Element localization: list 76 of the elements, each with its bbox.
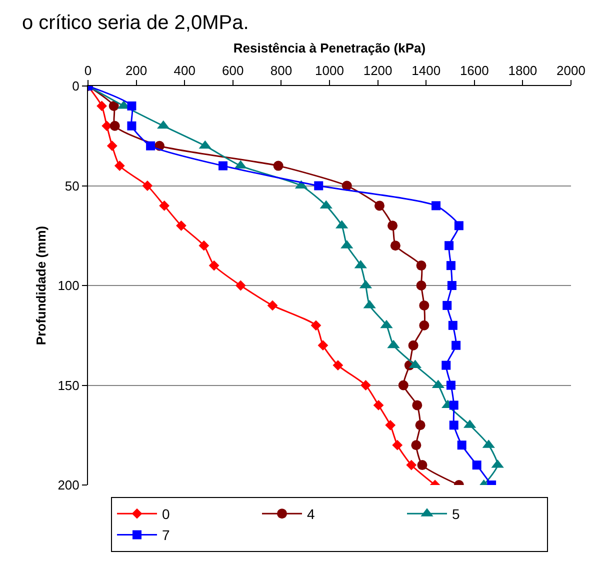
point bbox=[318, 340, 328, 351]
text: o crítico seria de 2,0MPa. bbox=[22, 12, 249, 34]
point bbox=[472, 460, 482, 470]
point bbox=[127, 121, 136, 130]
point bbox=[417, 460, 428, 470]
point bbox=[332, 360, 344, 370]
x-tick-label: 1000 bbox=[315, 62, 344, 78]
y-axis-title: Profundidade (mm) bbox=[34, 226, 49, 346]
point bbox=[446, 261, 456, 270]
point bbox=[110, 120, 120, 131]
point bbox=[114, 160, 125, 171]
point bbox=[373, 400, 384, 410]
point bbox=[159, 200, 170, 211]
point bbox=[416, 260, 426, 271]
point bbox=[449, 420, 458, 430]
point bbox=[108, 100, 119, 111]
point bbox=[411, 440, 422, 450]
point bbox=[447, 281, 456, 290]
point bbox=[446, 380, 456, 390]
point bbox=[176, 220, 186, 231]
point bbox=[415, 420, 426, 430]
point bbox=[419, 320, 430, 330]
x-tick-label: 1200 bbox=[363, 62, 392, 78]
point bbox=[235, 280, 246, 291]
legend-label: 5 bbox=[452, 506, 460, 522]
y-tick-label: 100 bbox=[58, 278, 80, 294]
point bbox=[416, 280, 426, 290]
x-tick-label: 1400 bbox=[412, 62, 441, 78]
x-tick-label: 0 bbox=[84, 62, 92, 78]
x-axis-title: Resistência à Penetração (kPa) bbox=[233, 40, 426, 56]
point bbox=[444, 241, 454, 250]
x-tick-label: 200 bbox=[125, 62, 148, 78]
legend-label: 4 bbox=[307, 506, 315, 522]
point bbox=[218, 161, 228, 170]
x-tick-label: 2000 bbox=[556, 62, 586, 78]
point bbox=[452, 340, 461, 350]
point bbox=[442, 300, 452, 310]
point bbox=[398, 380, 408, 390]
point bbox=[448, 320, 458, 330]
y-tick-label: 0 bbox=[72, 78, 80, 94]
point bbox=[314, 181, 324, 190]
point bbox=[146, 141, 156, 150]
point bbox=[392, 440, 403, 450]
point bbox=[412, 400, 422, 410]
y-tick-label: 200 bbox=[58, 478, 80, 493]
legend-label: 0 bbox=[162, 506, 170, 522]
x-tick-label: 600 bbox=[222, 62, 244, 78]
point bbox=[310, 320, 322, 331]
x-tick-label: 1600 bbox=[460, 62, 489, 78]
x-tick-label: 1800 bbox=[508, 62, 538, 78]
point bbox=[408, 340, 418, 350]
point bbox=[432, 201, 440, 210]
point bbox=[142, 180, 153, 191]
point bbox=[96, 100, 107, 112]
point bbox=[267, 300, 278, 311]
point bbox=[390, 240, 400, 251]
point bbox=[374, 200, 384, 211]
point bbox=[442, 360, 451, 370]
x-tick-label: 800 bbox=[270, 62, 292, 78]
point bbox=[385, 420, 396, 430]
point bbox=[106, 140, 118, 152]
point bbox=[406, 460, 417, 470]
point bbox=[388, 220, 398, 231]
point bbox=[273, 160, 284, 171]
point bbox=[127, 101, 136, 110]
point bbox=[360, 380, 371, 390]
y-tick-label: 50 bbox=[64, 178, 80, 194]
point bbox=[419, 300, 430, 310]
x-tick-label: 400 bbox=[174, 62, 196, 78]
point bbox=[454, 221, 464, 230]
y-tick-label: 150 bbox=[58, 378, 80, 393]
point bbox=[457, 440, 466, 450]
legend-label: 7 bbox=[162, 527, 170, 544]
point bbox=[198, 240, 210, 251]
point bbox=[208, 260, 220, 271]
point bbox=[449, 400, 458, 410]
